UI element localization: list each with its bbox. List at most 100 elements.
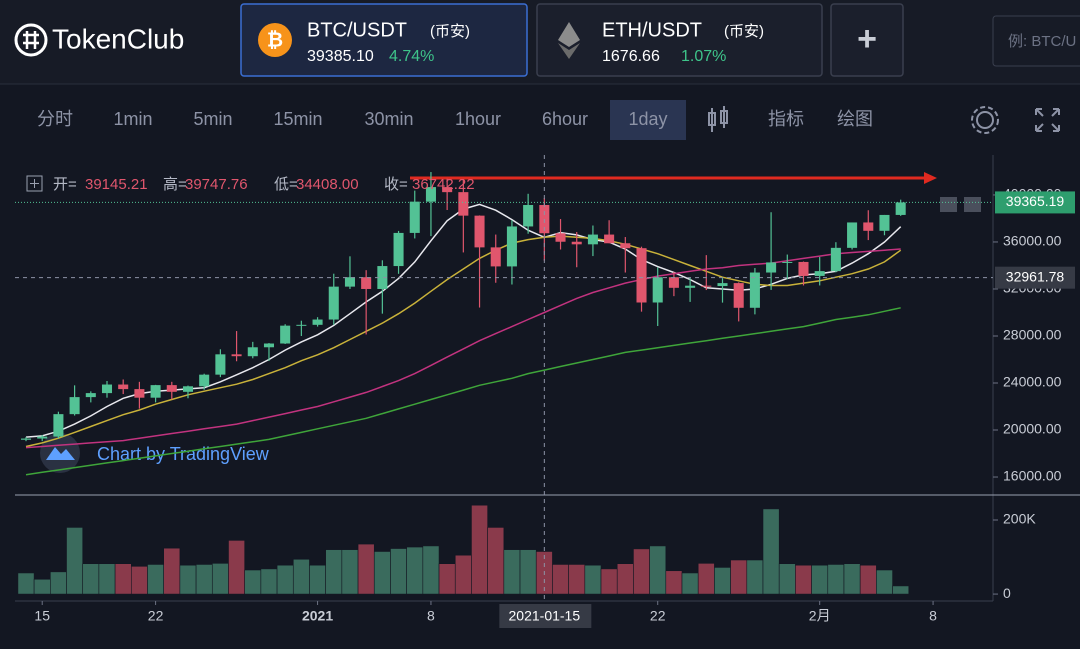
- volume-bar: [681, 572, 699, 595]
- tab-eth[interactable]: ETH/USDT (币安) 1676.66 1.07%: [536, 3, 823, 77]
- logo: TokenClub: [14, 23, 184, 57]
- volume-bar: [292, 558, 310, 595]
- volume-bar: [211, 563, 229, 595]
- y-tick-label: 16000.00: [1003, 468, 1062, 484]
- volume-bar: [309, 564, 326, 595]
- candle-body: [69, 397, 80, 415]
- add-tab[interactable]: +: [830, 3, 904, 77]
- tab-box[interactable]: [240, 3, 528, 77]
- interval-button[interactable]: 1hour: [455, 109, 501, 129]
- candle-body: [571, 241, 582, 245]
- legend-icon: [26, 175, 43, 192]
- candle-body: [685, 285, 696, 288]
- indicators-button[interactable]: 指标: [768, 109, 804, 129]
- moving-average: [25, 307, 901, 476]
- interval-button[interactable]: 分时: [37, 109, 73, 129]
- candle-body: [344, 277, 355, 287]
- candle-body: [247, 347, 258, 357]
- volume-bar: [33, 578, 51, 595]
- volume-bar: [341, 549, 359, 595]
- candle-icon[interactable]: [708, 106, 728, 132]
- volume-bar: [357, 543, 375, 595]
- fullscreen-icon[interactable]: [1035, 108, 1060, 132]
- volume-bar: [600, 568, 618, 595]
- volume-bar: [163, 547, 181, 595]
- interval-button[interactable]: 5min: [193, 109, 232, 129]
- legend-label: 开=: [53, 176, 77, 193]
- volume-bar: [454, 554, 472, 595]
- candle-body: [134, 389, 145, 398]
- candle-body: [231, 354, 242, 357]
- candle-body: [312, 319, 323, 325]
- crosshair-x-box: [499, 604, 592, 628]
- legend-box[interactable]: [26, 175, 43, 192]
- candle-body: [717, 283, 728, 287]
- tab-price: 39385.10: [307, 48, 374, 65]
- candle-body: [361, 277, 372, 289]
- candle-body: [166, 385, 177, 392]
- arrow-head: [924, 172, 937, 184]
- candle-body: [652, 277, 663, 303]
- volume-bar: [244, 569, 262, 595]
- candle-body: [782, 261, 793, 263]
- interval-button[interactable]: 30min: [364, 109, 413, 129]
- pane-button[interactable]: [964, 197, 981, 212]
- volume-bar: [130, 565, 148, 595]
- settings-icon[interactable]: [976, 111, 994, 129]
- logo-icon-mark: [23, 31, 39, 49]
- candle-body: [150, 385, 161, 398]
- candle-body: [506, 226, 517, 267]
- candle-body: [53, 414, 64, 437]
- tab-pair: BTC/USDT: [307, 19, 407, 41]
- search[interactable]: 例: BTC/U: [992, 15, 1080, 67]
- volume-bar: [422, 545, 440, 595]
- pane-button[interactable]: [940, 197, 957, 212]
- tab-exchange: (币安): [430, 23, 470, 40]
- legend-value: 36742.22: [412, 176, 475, 193]
- volume-bar: [714, 567, 731, 595]
- legend-plus: [30, 179, 39, 188]
- logo-text: TokenClub: [52, 23, 184, 54]
- candle-body: [749, 272, 760, 308]
- volume-bar: [519, 549, 537, 595]
- candle-body: [490, 247, 501, 267]
- volume-bar: [649, 545, 667, 595]
- volume-bar: [795, 564, 812, 595]
- x-tick-label: 2021: [302, 608, 333, 624]
- tab-box[interactable]: [536, 3, 823, 77]
- candle-body: [20, 438, 32, 440]
- volume-bar: [568, 564, 586, 595]
- candle-body: [587, 234, 598, 245]
- volume-bar: [373, 551, 391, 595]
- crosshair-x-label: 2021-01-15: [509, 608, 581, 624]
- volume-bar: [811, 564, 829, 595]
- volume-bar: [228, 540, 245, 595]
- volume-bar: [114, 563, 132, 595]
- tab-btc[interactable]: ₿ BTC/USDT (币安) 39385.10 4.74%: [240, 3, 528, 77]
- y-tick-label: 36000.00: [1003, 233, 1062, 249]
- candle-body: [377, 266, 388, 289]
- candle-body: [118, 384, 129, 390]
- candle-body: [280, 325, 291, 344]
- settings-gear: [971, 106, 999, 134]
- volume-bar: [616, 563, 634, 595]
- candle-body: [85, 393, 96, 398]
- candle-body: [425, 187, 436, 202]
- interval-button[interactable]: 1min: [113, 109, 152, 129]
- candle-body: [701, 285, 712, 287]
- volume-bar: [487, 527, 505, 595]
- legend-label: 低=: [274, 176, 298, 193]
- tab-change: 1.07%: [681, 48, 726, 65]
- x-tick-label: 15: [34, 608, 50, 624]
- volume-bar: [503, 549, 521, 595]
- search-box[interactable]: [992, 15, 1080, 67]
- eth-icon: [558, 22, 580, 47]
- volume-bar: [762, 508, 780, 595]
- drawing-button[interactable]: 绘图: [837, 109, 873, 129]
- interval-button[interactable]: 1day: [628, 109, 667, 129]
- add-box[interactable]: [830, 3, 904, 77]
- interval-button[interactable]: 15min: [273, 109, 322, 129]
- y-tick-label: 20000.00: [1003, 421, 1062, 437]
- interval-button[interactable]: 6hour: [542, 109, 588, 129]
